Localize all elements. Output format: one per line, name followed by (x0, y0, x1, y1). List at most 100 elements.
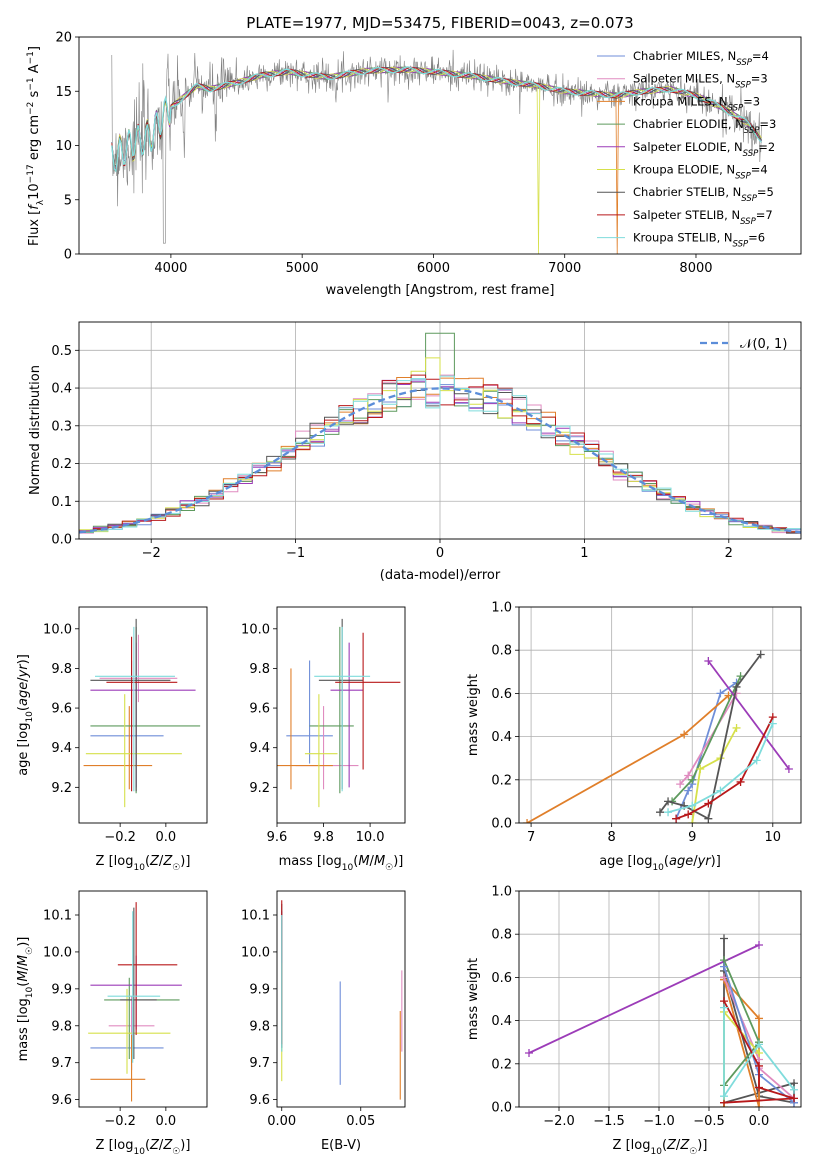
mass-weight-marker (755, 1040, 763, 1049)
y-tick-label: 1.0 (491, 601, 512, 616)
y-axis-label: mass weight (466, 958, 481, 1040)
legend-label: Chabrier ELODIE, NSSP=3 (633, 117, 776, 136)
mass-weight-marker (752, 756, 761, 765)
mass-weight-marker (736, 672, 745, 681)
y-tick-label: 10.1 (43, 909, 72, 924)
mass-weight-marker (672, 814, 681, 823)
x-tick-label: 0.00 (267, 1114, 296, 1129)
y-tick-label: 9.6 (51, 702, 72, 717)
mass-weight-marker (664, 797, 673, 806)
mass-weight-marker (790, 1085, 798, 1094)
axes-frame (78, 890, 208, 1108)
mass-weight-marker (680, 730, 689, 739)
x-axis-label: wavelength [Angstrom, rest frame] (326, 283, 555, 298)
model-spectrum-line (111, 66, 762, 168)
y-tick-label: 0.8 (491, 644, 512, 659)
legend-label: Kroupa ELODIE, NSSP=4 (633, 163, 768, 182)
mass-weight-marker (732, 682, 741, 691)
y-tick-label: 10.1 (241, 909, 270, 924)
y-tick-label: 9.6 (51, 1093, 72, 1108)
x-tick-label: 8000 (679, 261, 712, 276)
y-tick-label: 0.2 (491, 1057, 512, 1072)
y-tick-label: 9.9 (51, 982, 72, 997)
mass-weight-marker (525, 1049, 533, 1057)
y-tick-label: 9.2 (51, 781, 72, 796)
mass-weight-marker (696, 765, 705, 773)
x-tick-label: 5000 (286, 261, 319, 276)
mass-weight-marker (755, 1014, 763, 1023)
legend-label: Salpeter ELODIE, NSSP=2 (633, 140, 775, 159)
x-tick-label: 0 (436, 546, 444, 561)
model-spectrum-line (111, 66, 763, 173)
normal-reference-curve (79, 387, 801, 534)
legend-label: Chabrier MILES, NSSP=4 (633, 49, 769, 68)
x-axis-label: Z [log10(Z/Z☉)] (96, 1138, 191, 1157)
mass-weight-marker (736, 777, 745, 786)
mass-weight-marker (768, 719, 777, 728)
y-tick-label: 0.1 (51, 495, 72, 510)
spectrum-panel: 4000 5000 6000 7000 8000 0 5 10 15 20 Chabrier MIL… (55, 31, 802, 276)
model-spectrum-line (111, 66, 762, 172)
y-tick-label: 0.4 (51, 382, 72, 397)
x-tick-label: 10.0 (356, 830, 385, 845)
mass-weight-line (659, 653, 762, 821)
y-tick-label: 9.7 (249, 1056, 270, 1071)
y-tick-label: 0.2 (51, 457, 72, 472)
age-vs-metallicity-panel: −0.2 0.0 9.2 9.4 9.6 9.8 10.0 (43, 606, 208, 845)
mass-weight-marker (664, 808, 673, 817)
x-tick-label: −0.2 (104, 830, 136, 845)
mass-weight-marker (720, 1092, 728, 1101)
y-tick-label: 9.4 (51, 741, 72, 756)
mass-weight-marker (688, 775, 697, 784)
y-tick-label: 0.4 (491, 1014, 512, 1029)
y-tick-label: 0.0 (51, 533, 72, 548)
mass-weight-marker (755, 1049, 763, 1057)
x-tick-label: 1 (580, 546, 588, 561)
y-tick-label: 9.8 (51, 662, 72, 677)
y-tick-label: 1.0 (491, 885, 512, 900)
y-tick-label: 9.7 (51, 1056, 72, 1071)
mass-weight-marker (732, 723, 741, 732)
x-tick-label: 7000 (548, 261, 581, 276)
mass-weight-marker (688, 819, 697, 823)
x-tick-label: −1.0 (643, 1114, 675, 1129)
mass-vs-metallicity-panel: −0.2 0.0 9.6 9.7 9.8 9.9 10.0 10.1 (43, 890, 208, 1129)
x-tick-label: −2 (142, 546, 161, 561)
y-tick-label: 9.6 (249, 702, 270, 717)
y-tick-label: 9.2 (249, 781, 270, 796)
mass-weight-marker (790, 1094, 798, 1103)
x-tick-label: 0.0 (749, 1114, 770, 1129)
mass-weight-marker (755, 1103, 763, 1107)
mass-weight-vs-metallicity-panel: −2.0 −1.5 −1.0 −0.5 0.0 0.0 0.2 0.4 0.6 0.8 1.0 (491, 885, 802, 1129)
x-axis-label: Z [log10(Z/Z☉)] (96, 854, 191, 873)
y-tick-label: 0.5 (51, 344, 72, 359)
y-tick-label: 9.4 (249, 741, 270, 756)
x-tick-label: 9.8 (313, 830, 334, 845)
mass-weight-line (528, 944, 760, 1054)
y-tick-label: 9.6 (249, 1093, 270, 1108)
legend-label: Chabrier STELIB, NSSP=5 (633, 185, 774, 204)
model-spectrum-line (111, 66, 762, 254)
x-tick-label: −0.5 (693, 1114, 725, 1129)
y-tick-label: 0.6 (491, 971, 512, 986)
x-axis-label: age [log10(age/yr)] (599, 854, 721, 873)
y-tick-label: 10.0 (241, 622, 270, 637)
mass-weight-marker (684, 810, 693, 819)
mass-weight-line (679, 692, 738, 785)
y-tick-label: 0 (64, 248, 72, 263)
x-tick-label: 0.05 (346, 1114, 375, 1129)
mass-weight-vs-age-panel: 7 8 9 10 0.0 0.2 0.4 0.6 0.8 1.0 (491, 601, 802, 845)
x-tick-label: 7 (527, 830, 535, 845)
axes-frame (518, 606, 802, 824)
x-tick-label: 4000 (154, 261, 187, 276)
mass-weight-marker (716, 786, 725, 795)
y-tick-label: 10 (55, 139, 72, 154)
mass-weight-marker (755, 941, 763, 949)
age-vs-mass-panel: 9.6 9.8 10.0 9.2 9.4 9.6 9.8 10.0 (241, 606, 406, 845)
axes-frame (276, 890, 406, 1108)
y-axis-label: Normed distribution (28, 365, 43, 495)
mass-weight-marker (755, 1083, 763, 1092)
y-tick-label: 0.0 (491, 817, 512, 832)
residual-histogram-panel: −2 −1 0 1 2 0.0 0.1 0.2 0.3 0.4 0.5 𝒩(0, 1) (51, 321, 802, 561)
